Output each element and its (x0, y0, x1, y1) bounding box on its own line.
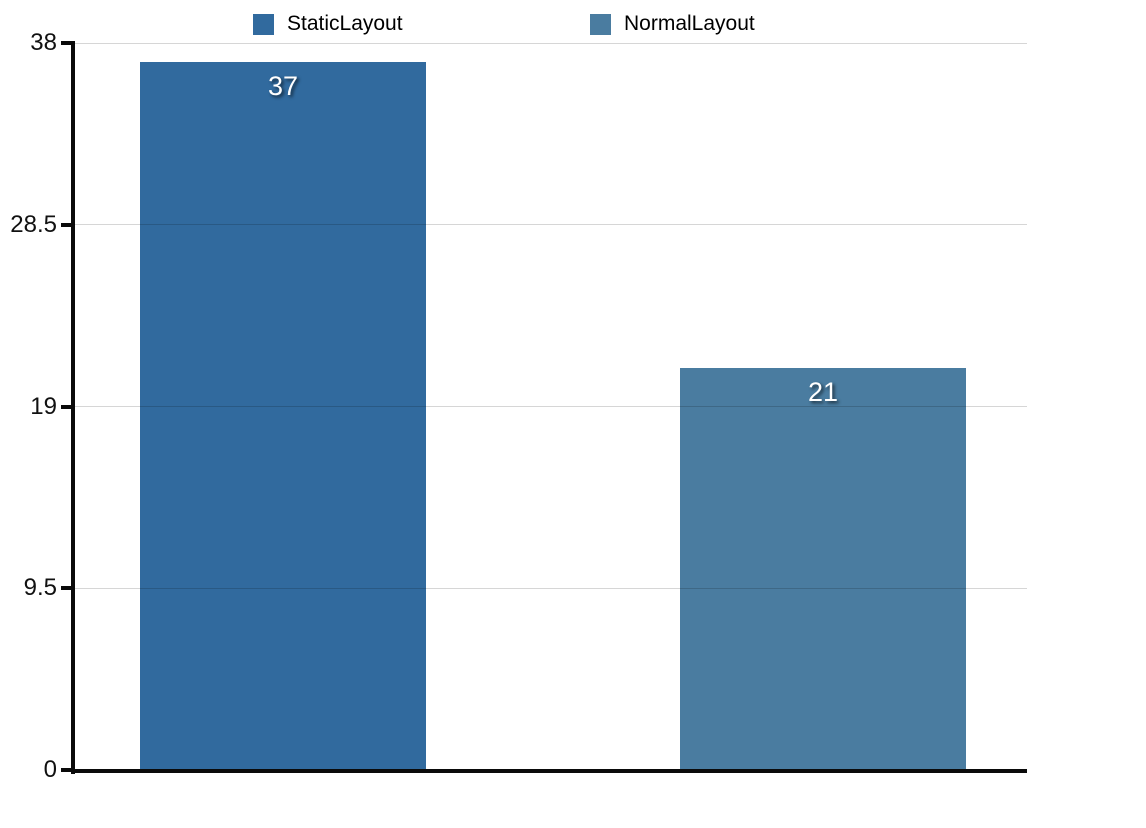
bar-staticlayout: 37 (140, 62, 426, 770)
bar-value-label: 21 (807, 377, 839, 408)
y-axis-tick-label: 9.5 (23, 574, 57, 602)
y-axis-tick (61, 41, 75, 45)
y-axis-tick-label: 28.5 (10, 210, 57, 238)
y-axis-tick (61, 586, 75, 591)
legend-swatch-staticlayout (253, 13, 274, 35)
y-axis-tick (61, 404, 75, 409)
grid-line (75, 224, 1027, 226)
y-axis-tick-label: 19 (30, 392, 57, 420)
chart-legend: StaticLayout NormalLayout (0, 12, 1146, 44)
legend-label: StaticLayout (287, 12, 403, 35)
y-axis-tick-label: 0 (43, 756, 57, 783)
bar-value-label: 37 (267, 71, 299, 102)
bar-normallayout: 21 (680, 368, 966, 770)
x-axis-line (71, 769, 1027, 773)
legend-label: NormalLayout (624, 12, 755, 35)
grid-line (75, 587, 1027, 589)
grid-line (75, 406, 1027, 407)
y-axis-line (71, 43, 75, 774)
legend-swatch-normallayout (590, 13, 611, 35)
y-axis-tick (61, 768, 75, 772)
grid-line (75, 42, 1027, 44)
legend-item-normallayout: NormalLayout (590, 12, 755, 36)
y-axis-tick-label: 38 (30, 29, 57, 56)
y-axis-tick (61, 222, 75, 227)
legend-item-staticlayout: StaticLayout (253, 12, 403, 36)
